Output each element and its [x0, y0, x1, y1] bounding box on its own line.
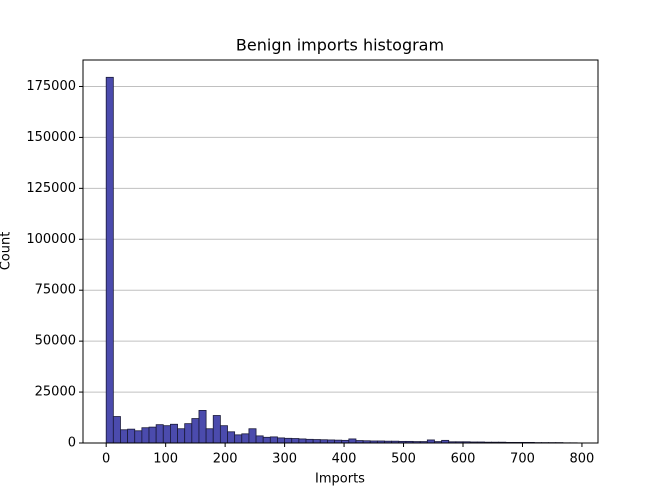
bar	[349, 439, 356, 443]
x-tick-label: 500	[391, 452, 416, 467]
y-tick-label: 175000	[26, 79, 76, 94]
bar	[206, 429, 213, 443]
x-tick-label: 700	[510, 452, 535, 467]
bar	[263, 437, 270, 443]
bar	[113, 417, 120, 443]
bar	[106, 77, 113, 443]
x-tick-label: 800	[570, 452, 595, 467]
bar	[135, 431, 142, 443]
bar	[235, 435, 242, 443]
bar	[292, 439, 299, 443]
bar	[306, 439, 313, 443]
x-tick-label: 400	[332, 452, 357, 467]
bar	[178, 429, 185, 443]
bar	[270, 437, 277, 443]
y-tick-label: 25000	[35, 385, 76, 400]
bar	[142, 428, 149, 443]
bar	[213, 415, 220, 443]
bar	[120, 430, 127, 443]
bar	[220, 426, 227, 443]
bar	[149, 427, 156, 443]
bar	[192, 419, 199, 443]
x-tick-label: 300	[272, 452, 297, 467]
bar	[249, 429, 256, 443]
bar	[242, 434, 249, 443]
bar	[285, 438, 292, 443]
bar	[228, 432, 235, 443]
chart-title: Benign imports histogram	[236, 36, 444, 55]
x-tick-label: 100	[153, 452, 178, 467]
y-tick-label: 150000	[26, 130, 76, 145]
y-axis-label: Count	[0, 232, 14, 271]
x-tick-label: 600	[451, 452, 476, 467]
plot-frame	[83, 60, 598, 443]
bar	[185, 424, 192, 443]
x-tick-label: 200	[213, 452, 238, 467]
y-tick-label: 50000	[35, 334, 76, 349]
bar	[170, 424, 177, 443]
y-tick-label: 0	[68, 436, 76, 451]
bar	[256, 436, 263, 443]
x-tick-label: 0	[102, 452, 110, 467]
bar	[299, 439, 306, 443]
y-tick-label: 125000	[26, 181, 76, 196]
y-tick-label: 75000	[35, 283, 76, 298]
bar	[156, 425, 163, 443]
y-tick-label: 100000	[26, 232, 76, 247]
x-axis-label: Imports	[315, 472, 365, 487]
bar	[128, 429, 135, 443]
bar	[277, 438, 284, 443]
bar	[163, 426, 170, 443]
bar	[313, 440, 320, 443]
bar	[199, 410, 206, 443]
